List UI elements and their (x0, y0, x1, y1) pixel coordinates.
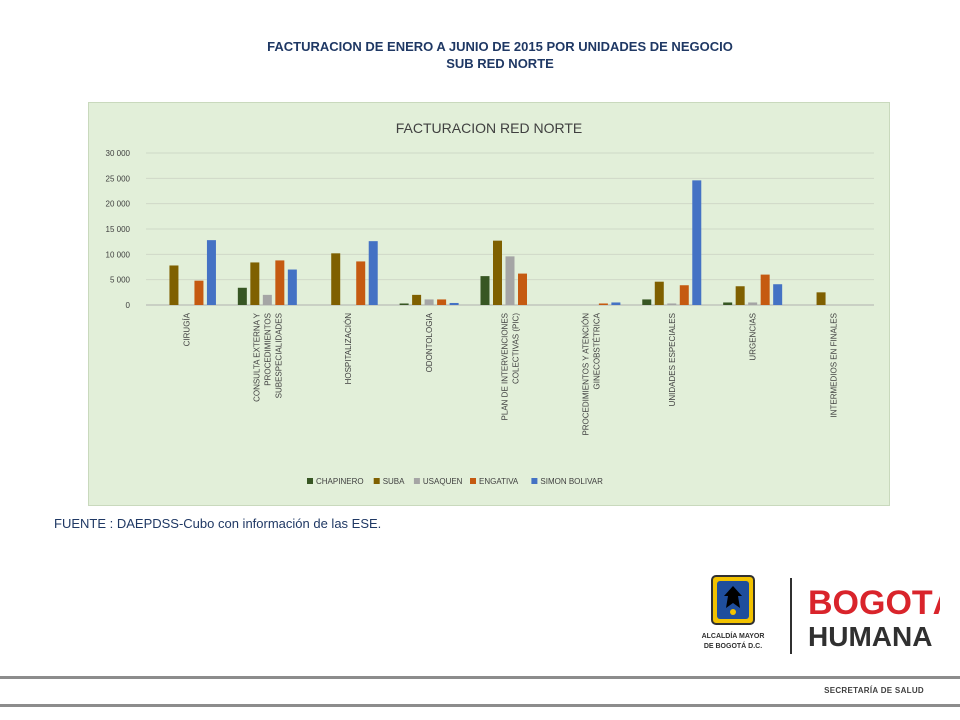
y-tick-label: 0 (126, 301, 131, 310)
bar-engativa (275, 260, 284, 305)
footer-label: SECRETARÍA DE SALUD (824, 686, 924, 695)
y-tick-label: 5 000 (110, 276, 131, 285)
x-category-label: COLECTIVAS (PIC) (512, 313, 521, 384)
y-tick-label: 10 000 (106, 250, 131, 259)
bar-usaquen (506, 256, 515, 305)
bar-usaquen (263, 295, 272, 305)
chart-title: FACTURACION RED NORTE (396, 120, 582, 136)
x-category-label: CONSULTA EXTERNA Y (252, 312, 261, 402)
bar-simon-bolivar (450, 303, 459, 305)
bar-usaquen (667, 303, 676, 305)
bar-simon-bolivar (288, 270, 297, 305)
alcaldia-line2: DE BOGOTÁ D.C. (704, 641, 762, 650)
x-category-label: PLAN DE INTERVENCIONES (501, 313, 510, 420)
humana-wordmark: HUMANA (808, 621, 932, 652)
x-category-label: UNIDADES ESPECIALES (668, 313, 677, 406)
bar-suba (412, 295, 421, 305)
x-category-label: ODONTOLOGIA (425, 312, 434, 372)
x-category-label: HOSPITALIZACIÓN (344, 313, 353, 385)
legend-swatch (414, 478, 420, 484)
legend-swatch (307, 478, 313, 484)
bar-chapinero (642, 299, 651, 305)
bar-simon-bolivar (207, 240, 216, 305)
bar-suba (250, 262, 259, 305)
bar-chart: FACTURACION RED NORTE 0 5 000 10 000 15 000 2… (89, 103, 889, 505)
y-tick-label: 30 000 (106, 149, 131, 158)
x-category-label: INTERMEDIOS EN FINALES (830, 313, 839, 417)
chart-container: FACTURACION RED NORTE 0 5 000 10 000 15 000 2… (88, 102, 890, 506)
bar-simon-bolivar (369, 241, 378, 305)
bar-chapinero (238, 288, 247, 305)
bar-engativa (518, 274, 527, 305)
legend-label: ENGATIVA (479, 477, 519, 486)
legend-label: SUBA (383, 477, 405, 486)
slide-title-line2: SUB RED NORTE (140, 55, 860, 72)
footer-rule-top (0, 676, 960, 679)
slide-title: FACTURACION DE ENERO A JUNIO DE 2015 POR… (140, 38, 860, 72)
bar-suba (736, 286, 745, 305)
bar-suba (169, 265, 178, 305)
bar-suba (493, 241, 502, 305)
y-tick-label: 25 000 (106, 174, 131, 183)
logo-block: ALCALDÍA MAYOR DE BOGOTÁ D.C. BOGOTÁ HUM… (690, 572, 940, 662)
legend-swatch (374, 478, 380, 484)
bar-engativa (599, 303, 608, 305)
x-category-label: GINECOBSTÉTRICA (592, 312, 601, 389)
bar-usaquen (748, 302, 757, 305)
bar-engativa (356, 261, 365, 305)
coat-of-arms-logo (712, 576, 754, 624)
bar-engativa (194, 281, 203, 305)
legend-label: CHAPINERO (316, 477, 364, 486)
bar-suba (331, 253, 340, 305)
y-tick-label: 15 000 (106, 225, 131, 234)
x-category-label: PROCEDIMIENTOS (263, 313, 272, 386)
bogota-wordmark: BOGOTÁ (808, 584, 940, 622)
bar-simon-bolivar (611, 302, 620, 305)
legend-swatch (531, 478, 537, 484)
bar-chapinero (400, 303, 409, 305)
alcaldia-line1: ALCALDÍA MAYOR (702, 631, 765, 640)
logos-svg: ALCALDÍA MAYOR DE BOGOTÁ D.C. BOGOTÁ HUM… (690, 572, 940, 662)
bar-simon-bolivar (773, 284, 782, 305)
bar-engativa (680, 285, 689, 305)
slide-title-line1: FACTURACION DE ENERO A JUNIO DE 2015 POR… (140, 38, 860, 55)
source-note: FUENTE : DAEPDSS-Cubo con información de… (54, 516, 381, 531)
bar-usaquen (425, 299, 434, 305)
bar-simon-bolivar (692, 180, 701, 305)
bar-suba (655, 282, 664, 305)
y-tick-label: 20 000 (106, 200, 131, 209)
x-category-label: SUBESPECIALIDADES (274, 313, 283, 398)
bar-chapinero (723, 302, 732, 305)
bar-engativa (761, 275, 770, 305)
x-category-label: PROCEDIMIENTOS Y ATENCIÓN (581, 313, 590, 436)
bar-chapinero (481, 276, 490, 305)
legend-swatch (470, 478, 476, 484)
bar-suba (817, 292, 826, 305)
logo-divider (790, 578, 792, 654)
x-category-label: CIRUGÍA (182, 312, 191, 346)
legend-label: USAQUEN (423, 477, 463, 486)
footer-rule-bottom (0, 704, 960, 707)
x-category-label: URGENCIAS (749, 313, 758, 361)
bar-engativa (437, 299, 446, 305)
legend-label: SIMON BOLIVAR (540, 477, 603, 486)
